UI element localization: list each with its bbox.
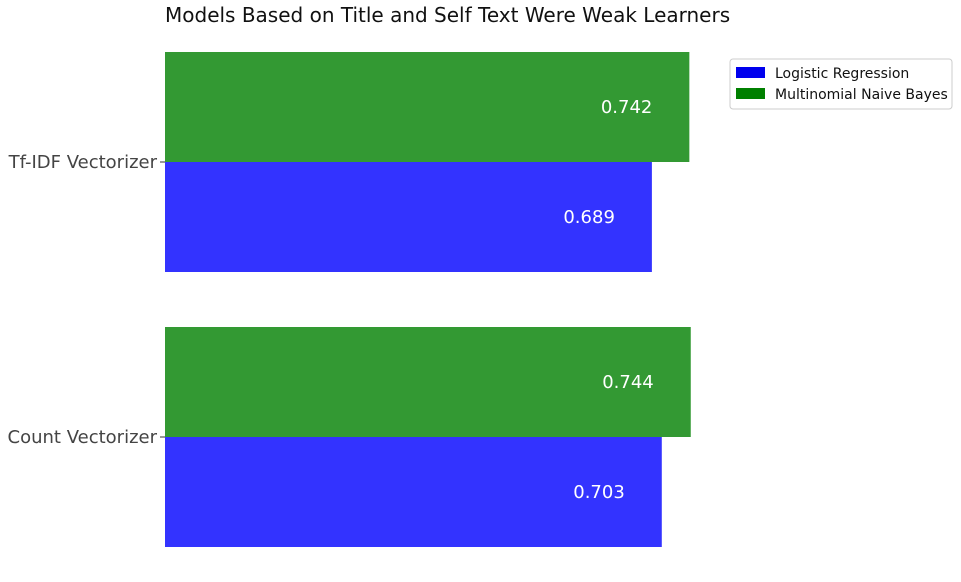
bar-multinomial-naive-bayes-tf-idf-vectorizer [165,52,690,162]
bar-logistic-regression-count-vectorizer [165,437,662,547]
bars [165,52,691,547]
bar-multinomial-naive-bayes-count-vectorizer [165,327,691,437]
category-label-tf-idf-vectorizer: Tf-IDF Vectorizer [8,152,158,173]
legend-swatch-multinomial-naive-bayes [736,88,765,99]
value-label-multinomial-naive-bayes-count-vectorizer: 0.744 [602,372,654,393]
value-label-logistic-regression-count-vectorizer: 0.703 [573,482,625,503]
legend: Logistic Regression Multinomial Naive Bay… [729,58,953,110]
legend-frame [729,58,953,110]
legend-label-logistic-regression: Logistic Regression [775,66,909,82]
y-axis: Tf-IDF Vectorizer Count Vectorizer [8,152,165,448]
value-label-multinomial-naive-bayes-tf-idf-vectorizer: 0.742 [601,97,653,118]
category-label-count-vectorizer: Count Vectorizer [8,427,158,448]
legend-label-multinomial-naive-bayes: Multinomial Naive Bayes [775,87,948,103]
value-label-logistic-regression-tf-idf-vectorizer: 0.689 [563,207,615,228]
legend-swatch-logistic-regression [736,67,765,78]
chart-title: Models Based on Title and Self Text Were… [165,3,730,27]
value-labels: 0.742 0.689 0.744 0.703 [563,97,653,503]
bar-logistic-regression-tf-idf-vectorizer [165,162,652,272]
